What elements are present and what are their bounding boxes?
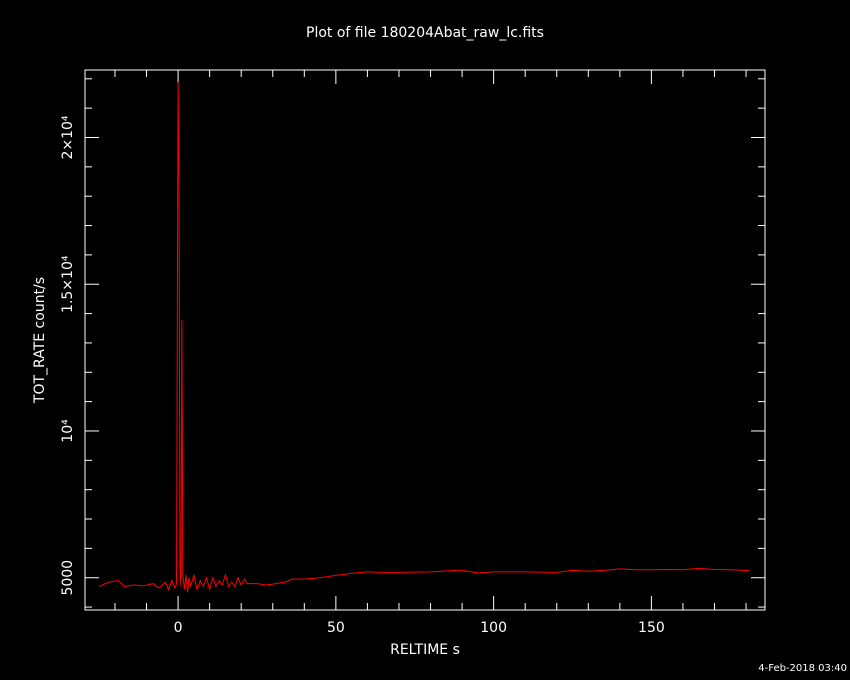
y-tick-label: 10⁴ bbox=[60, 419, 76, 443]
plot-frame bbox=[84, 69, 766, 611]
x-tick-label: 0 bbox=[174, 620, 183, 636]
x-tick-label: 150 bbox=[638, 620, 665, 636]
y-axis-label: TOT_RATE count/s bbox=[32, 277, 48, 404]
timestamp: 4-Feb-2018 03:40 bbox=[758, 663, 847, 674]
y-tick-label: 5000 bbox=[60, 560, 76, 596]
x-axis-label: RELTIME s bbox=[390, 642, 460, 658]
y-tick-label: 2×10⁴ bbox=[60, 115, 76, 159]
chart-title: Plot of file 180204Abat_raw_lc.fits bbox=[306, 25, 544, 41]
x-tick-label: 50 bbox=[327, 620, 345, 636]
x-tick-label: 100 bbox=[480, 620, 507, 636]
y-tick-label: 1.5×10⁴ bbox=[60, 255, 76, 313]
light-curve bbox=[98, 81, 750, 593]
